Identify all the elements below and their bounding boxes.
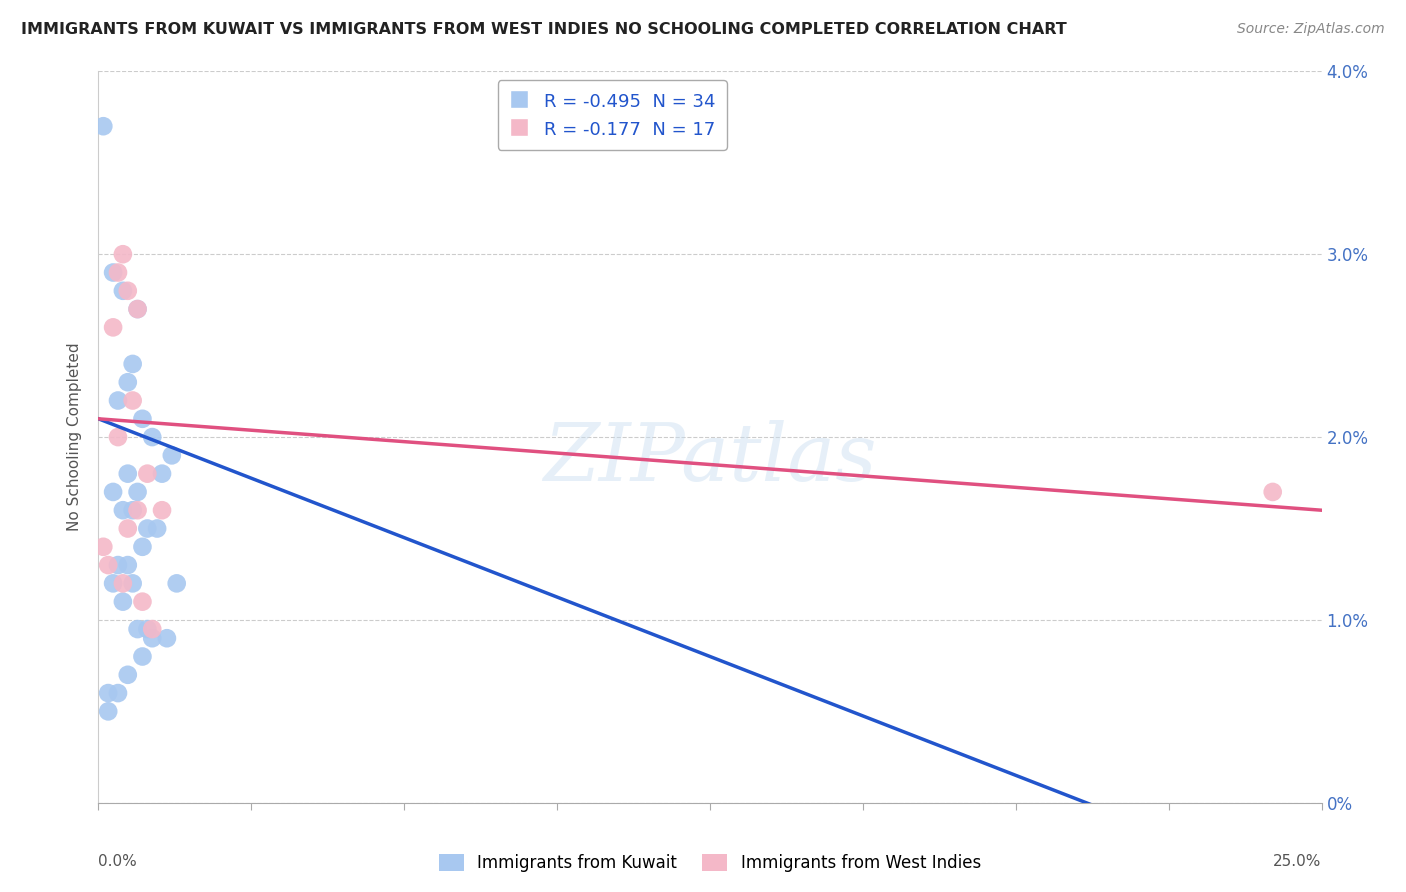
Point [136, 467, 159, 481]
Point [1261, 485, 1284, 500]
Point [117, 467, 139, 481]
Text: IMMIGRANTS FROM KUWAIT VS IMMIGRANTS FROM WEST INDIES NO SCHOOLING COMPLETED COR: IMMIGRANTS FROM KUWAIT VS IMMIGRANTS FRO… [21, 22, 1067, 37]
Point [117, 667, 139, 681]
Point [101, 266, 124, 280]
Point [166, 576, 188, 591]
Point [160, 449, 183, 463]
Point [141, 622, 163, 636]
Point [150, 467, 173, 481]
Text: Source: ZipAtlas.com: Source: ZipAtlas.com [1237, 22, 1385, 37]
Point [107, 558, 129, 573]
Point [111, 503, 134, 517]
Point [107, 266, 129, 280]
Point [101, 576, 124, 591]
Text: 25.0%: 25.0% [1274, 854, 1322, 869]
Point [111, 594, 134, 608]
Point [101, 485, 124, 500]
Point [121, 576, 143, 591]
Legend: R = -0.495  N = 34, R = -0.177  N = 17: R = -0.495 N = 34, R = -0.177 N = 17 [498, 80, 727, 150]
Point [111, 576, 134, 591]
Point [107, 430, 129, 444]
Point [131, 540, 153, 554]
Point [131, 412, 153, 426]
Point [131, 649, 153, 664]
Point [111, 247, 134, 261]
Point [97, 705, 120, 719]
Point [91, 119, 114, 133]
Text: ZIPatlas: ZIPatlas [543, 420, 877, 498]
Point [156, 632, 179, 646]
Point [127, 485, 149, 500]
Y-axis label: No Schooling Completed: No Schooling Completed [67, 343, 83, 532]
Point [97, 558, 120, 573]
Point [117, 558, 139, 573]
Point [127, 503, 149, 517]
Point [121, 357, 143, 371]
Point [141, 632, 163, 646]
Point [117, 521, 139, 535]
Point [117, 284, 139, 298]
Point [127, 301, 149, 317]
Point [150, 503, 173, 517]
Point [107, 686, 129, 700]
Point [136, 521, 159, 535]
Point [127, 301, 149, 317]
Point [117, 376, 139, 390]
Point [141, 430, 163, 444]
Point [121, 393, 143, 408]
Point [127, 622, 149, 636]
Point [107, 393, 129, 408]
Point [121, 503, 143, 517]
Point [111, 284, 134, 298]
Point [101, 320, 124, 334]
Point [136, 622, 159, 636]
Point [146, 521, 169, 535]
Text: 0.0%: 0.0% [98, 854, 138, 869]
Point [91, 540, 114, 554]
Point [131, 594, 153, 608]
Point [97, 686, 120, 700]
